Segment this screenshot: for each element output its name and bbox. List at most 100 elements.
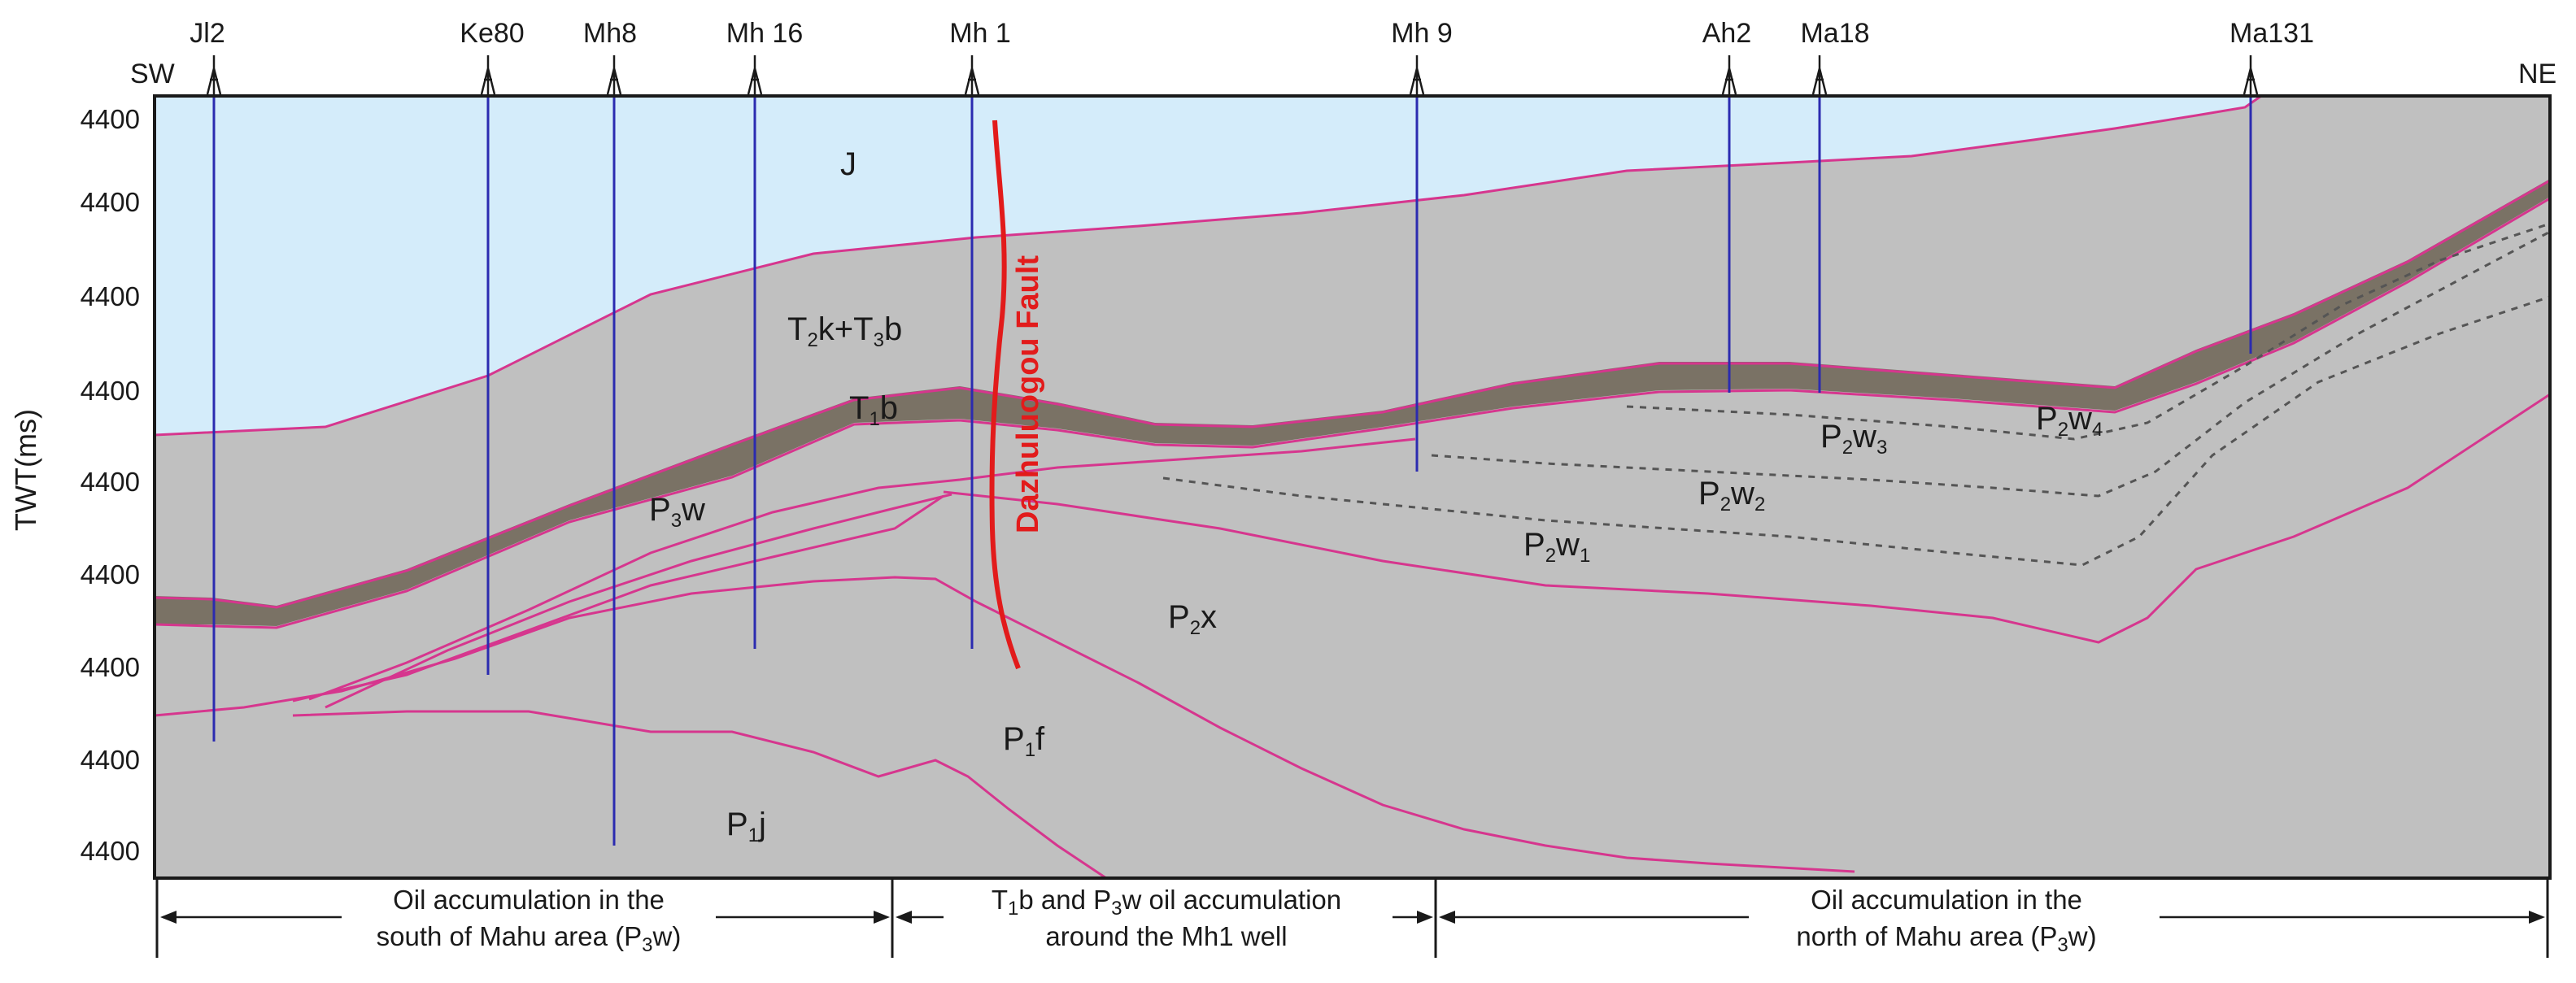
well-name: Mh 9 [1391,18,1453,49]
well-head-icon [1409,55,1425,95]
arrow-heads [160,911,2545,924]
well-head-symbols [206,55,2259,95]
unit-text: x [1201,599,1217,635]
unit-text: j [758,807,766,842]
caption-text: w) [2068,921,2097,951]
y-tick-label: 4400 [81,187,140,217]
unit-sub: 2 [1720,494,1731,515]
well-name: Mh 1 [949,18,1011,49]
caption-text: w) [652,921,682,951]
t1b-band [155,179,2550,626]
north-area-caption-line2: north of Mahu area (P3w) [1796,921,2096,956]
y-tick-label: 4400 [81,652,140,682]
unit-text: T [849,390,869,426]
well-name: Mh8 [583,18,637,49]
p2w2-p2w3-boundary [1431,230,2550,498]
unit-sub: 2 [1754,494,1765,515]
caption-sub: 1 [1008,898,1018,920]
p2w3-p2w4-boundary [1626,222,2550,441]
arrow-head-icon [896,911,912,924]
unit-sub: 1 [748,824,759,846]
caption-text: b and P [1018,885,1111,915]
caption-sub: 3 [642,934,652,956]
p3w-base-horizon [155,576,1855,873]
y-axis-title: TWT(ms) [9,409,42,531]
caption-text: north of Mahu area (P [1796,921,2057,951]
unit-text: P [2036,401,2058,437]
unit-sub: 1 [1025,739,1035,761]
unit-text: b [884,311,902,347]
p3w-lower-horizon [325,493,952,709]
area-dividers [155,880,2549,958]
y-tick-label: 4400 [81,376,140,406]
unit-p2w2: P2w2 [1698,476,1765,515]
unit-sub: 2 [1190,617,1201,639]
caption-sub: 3 [2057,934,2068,956]
arrow-head-icon [160,911,177,924]
unit-sub: 2 [807,329,817,351]
p1f-base-horizon [292,710,1107,878]
unit-j-text: J [840,146,856,182]
unit-text: w [2068,401,2092,437]
unit-text: P [1168,599,1190,635]
upper-light-zone [155,96,2261,435]
unit-text: P [1698,476,1720,511]
middle-area-caption-line1: T1b and P3w oil accumulation [992,885,1341,920]
unit-text: w [681,492,705,528]
arrow-head-icon [2529,911,2545,924]
unit-j: J [840,146,856,182]
unit-text: f [1035,721,1045,757]
well-name-labels: Jl2 Ke80 Mh8 Mh 16 Mh 1 Mh 9 Ah2 Ma18 Ma… [190,18,2314,49]
caption-text: south of Mahu area (P [377,921,643,951]
well-head-icon [1721,55,1737,95]
unit-sub: 1 [869,408,879,430]
unit-sub: 2 [1842,437,1853,459]
unit-sub: 3 [1876,437,1887,459]
caption-text: w oil accumulation [1122,885,1342,915]
well-head-icon [606,55,622,95]
y-tick-label: 4400 [81,559,140,589]
well-name: Jl2 [190,18,224,49]
p3w-middle-horizon [292,494,944,702]
well-name: Mh 16 [726,18,804,49]
well-head-icon [480,55,496,95]
well-name: Ah2 [1702,18,1752,49]
horizons [155,96,2550,878]
unit-text: w [1555,527,1580,563]
well-head-icon [747,55,763,95]
unit-sub: 1 [1580,545,1590,567]
middle-area-caption-line2: around the Mh1 well [1045,921,1287,951]
section-frame [153,94,2552,880]
unit-t1b: T1b [849,390,898,430]
y-axis-ticks: 4400 4400 4400 4400 4400 4400 4400 4400 … [81,104,140,866]
south-area-caption-line2: south of Mahu area (P3w) [377,921,682,956]
well-head-icon [206,55,222,95]
arrow-head-icon [1439,911,1455,924]
fault-label: Dazhuluogou Fault [1011,255,1045,533]
unit-text: P [649,492,671,528]
t1b-base-horizon [155,197,2550,629]
unit-text: b [880,390,898,426]
unit-text: w [1730,476,1754,511]
unit-text: P [1523,527,1545,563]
unit-p3w: P3w [649,492,705,532]
unit-t2k-t3b: T2k+T3b [787,311,902,351]
unit-p2x: P2x [1168,599,1217,639]
well-head-icon [1811,55,1828,95]
unit-text: P [1820,419,1842,455]
unit-text: P [726,807,748,842]
p2w1-p2w2-boundary [1162,295,2550,567]
j-top-horizon [155,96,2262,437]
area-captions: Oil accumulation in the south of Mahu ar… [377,885,2097,956]
direction-sw: SW [130,59,175,89]
unit-p2w3: P2w3 [1820,419,1887,459]
dazhuluogou-fault-line [989,120,1021,670]
direction-ne: NE [2518,59,2556,89]
y-tick-label: 4400 [81,745,140,775]
unit-labels: J T2k+T3b T1b P3w P2x P1f P1j P2w1 P2w2 … [649,146,2103,846]
caption-sub: 3 [1111,898,1122,920]
unit-text: k+T [818,311,874,347]
well-traces [212,96,2252,846]
unit-sub: 4 [2092,419,2103,441]
